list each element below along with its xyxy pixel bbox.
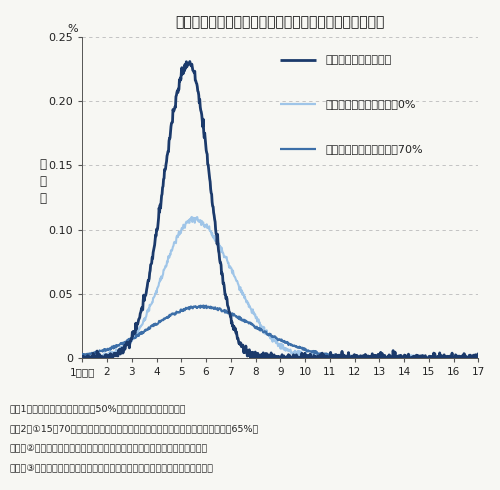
Text: 検査あり、アプリ導入率0%: 検査あり、アプリ導入率0%: [326, 99, 416, 109]
Text: ③アプリで通知を受けた接触者は検査を受診し陽性となれば隔離される: ③アプリで通知を受けた接触者は検査を受診し陽性となれば隔離される: [10, 463, 214, 472]
Text: 検査なし、アプリなし: 検査なし、アプリなし: [326, 54, 392, 65]
Title: 接触確認アプリ導入時と無対策時の新規感染者数の比較: 接触確認アプリ導入時と無対策時の新規感染者数の比較: [176, 15, 385, 29]
Text: （注1）「検査あり」は有症者の50%を毎日ランダムに検査する: （注1）「検査あり」は有症者の50%を毎日ランダムに検査する: [10, 404, 186, 413]
Text: ②アプリ導入率はスマホ保有者に占めるアプリダウンロード者の割合: ②アプリ導入率はスマホ保有者に占めるアプリダウンロード者の割合: [10, 443, 208, 452]
Text: 人
口
比: 人 口 比: [39, 158, 46, 205]
Text: %: %: [68, 24, 78, 34]
Text: （注2）①15～70歳の全員がスマホを保有している（合成データ上の人口比は約65%）: （注2）①15～70歳の全員がスマホを保有している（合成データ上の人口比は約65…: [10, 424, 259, 433]
Text: 検査あり、アプリ導入率70%: 検査あり、アプリ導入率70%: [326, 145, 424, 154]
